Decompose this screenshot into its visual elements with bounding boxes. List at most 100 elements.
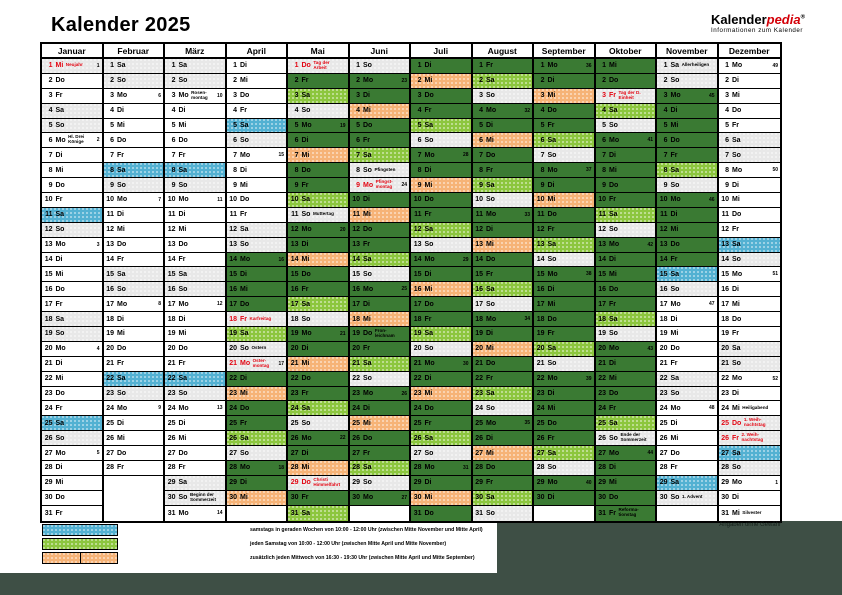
weekday-label: Fr [547,434,555,442]
weekday-label: Mi [117,330,125,338]
day-cell: 19 Mo 21 [288,327,348,342]
day-number: 27 [106,449,114,457]
week-number: 1 [775,479,778,486]
week-number: 29 [462,256,469,263]
weekday-label: Fr [240,211,247,219]
weekday-label: So [670,77,680,85]
month-column-oktober: Oktober 1 Mi 2 Do 3 Fr Tag der D. Einheit 4 Sa 5 So… [595,44,657,521]
weekday-label: Fr [732,226,739,234]
weekday-label: Di [486,434,493,442]
day-cell: 13 So [411,237,471,253]
month-column-juli: Juli 1 Di 2 Mi 3 Do 4 Fr 5 Sa 6 So 7 Mo 28 8 Di 9 Mi 10 Do 11 F… [411,44,473,521]
weekday-label: Fr [486,270,493,278]
weekday-label: Mo [609,345,620,353]
day-cell: 1 Di [226,59,286,74]
day-number: 11 [352,211,360,219]
weekday-label: Fr [486,62,493,70]
day-number: 24 [413,404,422,412]
day-number: 25 [659,419,668,427]
month-header: Oktober [595,44,655,59]
day-cell: 19 So [595,327,655,342]
day-number: 16 [167,285,176,293]
day-number: 13 [167,241,176,249]
day-cell: 6 Mo Hl. Drei Könige 2 [42,133,102,149]
day-cell: 3 Mi [534,88,594,104]
day-number: 18 [475,315,483,323]
day-number: 19 [598,330,606,338]
day-cell: 5 So [42,118,102,134]
weekday-label: So [363,375,372,383]
day-cell: 13 Di [288,237,348,253]
weekday-label: Sa [55,107,65,115]
weekday-label: Mo [732,166,743,174]
day-number: 26 [721,434,729,442]
day-number: 3 [48,92,53,100]
weekday-label: Fr [240,419,247,427]
day-cell: 6 Di [288,133,348,149]
day-number: 21 [44,360,53,368]
day-cell: 22 Di [411,371,471,387]
day-cell: 9 Do [42,178,102,194]
day-cell: 16 Di [534,282,594,298]
day-number: 16 [598,285,606,293]
day-number: 29 [290,479,299,487]
weekday-label: So [547,256,557,264]
weekday-label: Do [117,449,127,457]
day-cell: 19 Di [472,327,532,342]
day-cell: 18 Mo 34 [472,312,532,328]
kalenderpedia-logo[interactable]: Kalenderpedia® Informationen zum Kalende… [711,13,805,34]
day-cell: 29 Mo 1 [718,475,780,491]
day-cell: 30 So Beginn der Sommerzeit [165,490,225,506]
weekday-label: Mi [609,270,617,278]
week-number: 50 [772,167,778,174]
weekday-label: Mi [301,464,310,472]
day-number: 28 [167,464,176,472]
weekday-label: So [178,285,188,293]
week-number: 30 [462,360,469,367]
day-cell: 20 Sa [534,341,594,357]
weekday-label: Mo [670,196,681,204]
registered-mark: ® [800,14,806,21]
day-number: 15 [413,270,422,278]
holiday-label: Reforma- tionstag [618,507,639,518]
weekday-label: Mi [240,390,248,398]
day-number: 18 [290,315,299,323]
weekday-label: Di [55,151,63,159]
day-number: 7 [663,151,668,159]
day-number: 10 [290,196,299,204]
day-cell: 5 Mi [103,118,163,134]
weekday-label: Di [486,122,493,129]
weekday-label: So [609,122,618,129]
weekday-label: Sa [486,494,495,502]
weekday-label: Mi [486,345,494,353]
day-cell: 21 Fr [103,356,163,372]
weekday-label: Sa [301,300,311,308]
day-number: 12 [352,226,360,234]
weekday-label: Di [609,151,616,159]
day-number: 2 [725,77,729,85]
day-cell: 15 Di [226,267,286,283]
weekday-label: Mo [424,151,435,159]
week-number: 2 [96,137,100,144]
day-cell: 21 Fr [657,356,717,372]
weekday-label: Sa [609,211,618,219]
weekday-label: So [670,390,680,398]
holiday-label: Karfreitag [249,315,272,321]
day-number: 6 [663,136,668,144]
day-number: 29 [659,479,668,487]
day-cell: 5 Do [349,118,409,134]
day-cell: 14 Di [42,252,102,268]
weekday-label: Mi [363,419,371,427]
day-number: 8 [48,166,53,174]
weekday-label: Do [609,285,619,293]
day-number: 12 [413,226,422,234]
day-number: 21 [106,360,114,368]
weekday-label: So [240,449,249,457]
weekday-label: Fr [486,375,493,383]
day-cell: 3 Sa [288,88,348,104]
day-cell: 26 Sa [411,431,471,447]
day-number: 22 [167,375,176,383]
day-cell: 31 Mi Silvester [718,505,780,521]
day-number: 26 [44,434,53,442]
day-cell: 27 Di [288,446,348,462]
